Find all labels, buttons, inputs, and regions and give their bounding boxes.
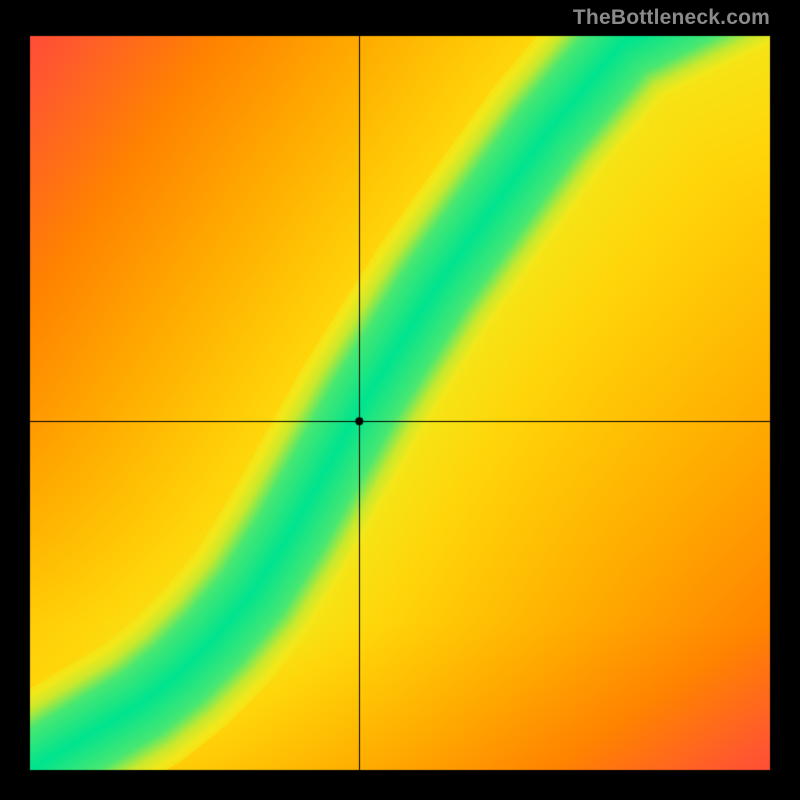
heatmap-canvas: [0, 0, 800, 800]
watermark-text: TheBottleneck.com: [573, 6, 770, 30]
chart-frame: TheBottleneck.com: [0, 0, 800, 800]
